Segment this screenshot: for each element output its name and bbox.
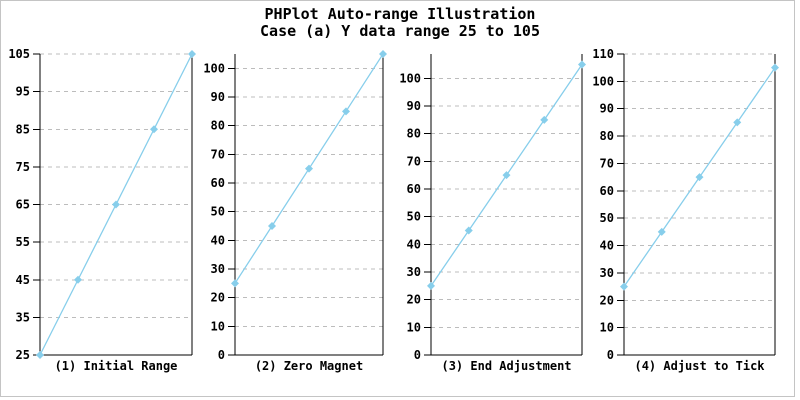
y-tick-label: 25 — [16, 348, 30, 362]
y-tick-label: 90 — [600, 102, 614, 116]
data-point-marker — [464, 226, 473, 235]
chart-4-canvas: 0 10 20 30 40 50 60 70 80 90 100 110 — [592, 47, 779, 362]
data-point-marker — [771, 63, 779, 72]
y-tick-label: 100 — [399, 71, 421, 85]
y-tick-label: 70 — [407, 154, 421, 168]
y-tick-label: 50 — [407, 210, 421, 224]
data-point-marker — [150, 125, 158, 134]
data-point-marker — [231, 279, 239, 288]
chart-1-canvas: 25 35 45 55 65 75 85 95 105 — [8, 47, 196, 362]
y-tick-label: 30 — [407, 265, 421, 279]
y-tick-label: 45 — [16, 273, 30, 287]
data-point-marker — [733, 118, 742, 127]
y-tick-label: 90 — [407, 99, 421, 113]
y-tick-label: 60 — [407, 182, 421, 196]
y-tick-label: 80 — [407, 127, 421, 141]
data-point-marker — [74, 275, 82, 284]
title-line-1: PHPlot Auto-range Illustration — [264, 5, 536, 23]
y-tick-label: 0 — [218, 348, 225, 362]
data-point-marker — [620, 282, 628, 291]
data-point-marker — [427, 281, 435, 290]
y-tick-label: 40 — [407, 237, 421, 251]
chart-4-adjust-to-tick: 0 10 20 30 40 50 60 70 80 90 100 110 — [586, 44, 783, 364]
y-tick-label: 20 — [211, 291, 225, 305]
chart-3-label: (3) End Adjustment — [441, 359, 572, 373]
y-tick-label: 100 — [592, 74, 614, 88]
y-tick-label: 10 — [211, 319, 225, 333]
y-tick-label: 0 — [607, 348, 614, 362]
y-tick-label: 65 — [16, 198, 30, 212]
y-tick-label: 40 — [211, 233, 225, 247]
data-point-marker — [112, 200, 120, 209]
chart-2-canvas: 0 10 20 30 40 50 60 70 80 90 100 — [203, 50, 387, 362]
y-tick-label: 40 — [600, 239, 614, 253]
data-point-marker — [695, 173, 704, 182]
data-point-marker — [268, 222, 276, 230]
y-tick-label: 100 — [203, 61, 225, 75]
y-tick-label: 50 — [600, 211, 614, 225]
data-point-marker — [502, 171, 511, 180]
y-tick-label: 0 — [414, 348, 421, 362]
y-tick-label: 70 — [211, 147, 225, 161]
y-tick-label: 20 — [407, 293, 421, 307]
data-point-marker — [578, 60, 586, 69]
y-tick-label: 10 — [407, 320, 421, 334]
y-tick-label: 85 — [16, 122, 30, 136]
chart-title: PHPlot Auto-range Illustration Case (a) … — [0, 6, 800, 40]
chart-1-initial-range: 25 35 45 55 65 75 85 95 105 — [2, 44, 200, 364]
y-tick-label: 35 — [16, 310, 30, 324]
data-point-marker — [305, 164, 313, 173]
data-point-marker — [540, 115, 549, 124]
chart-2-zero-magnet: 0 10 20 30 40 50 60 70 80 90 100 — [197, 44, 391, 364]
y-tick-label: 90 — [211, 90, 225, 104]
data-point-marker — [36, 351, 44, 359]
y-tick-label: 70 — [600, 156, 614, 170]
y-tick-label: 30 — [211, 262, 225, 276]
y-tick-label: 105 — [8, 47, 30, 61]
y-tick-label: 55 — [16, 235, 30, 249]
chart-4-label: (4) Adjust to Tick — [634, 359, 765, 373]
data-point-marker — [657, 227, 666, 236]
data-point-marker — [188, 50, 196, 58]
y-tick-label: 30 — [600, 266, 614, 280]
chart-3-canvas: 0 10 20 30 40 50 60 70 80 90 100 — [399, 54, 586, 362]
data-point-marker — [379, 50, 387, 58]
y-tick-label: 60 — [600, 184, 614, 198]
y-tick-label: 80 — [600, 129, 614, 143]
y-tick-label: 60 — [211, 176, 225, 190]
y-tick-label: 20 — [600, 293, 614, 307]
title-line-2: Case (a) Y data range 25 to 105 — [260, 22, 540, 40]
y-tick-label: 75 — [16, 160, 30, 174]
y-tick-label: 80 — [211, 119, 225, 133]
data-point-marker — [342, 107, 350, 116]
y-tick-label: 110 — [592, 47, 614, 61]
chart-1-label: (1) Initial Range — [54, 359, 178, 373]
chart-3-end-adjustment: 0 10 20 30 40 50 60 70 80 90 100 — [393, 44, 590, 364]
y-tick-label: 10 — [600, 321, 614, 335]
chart-2-label: (2) Zero Magnet — [254, 359, 364, 373]
y-tick-label: 50 — [211, 205, 225, 219]
y-tick-label: 95 — [16, 85, 30, 99]
